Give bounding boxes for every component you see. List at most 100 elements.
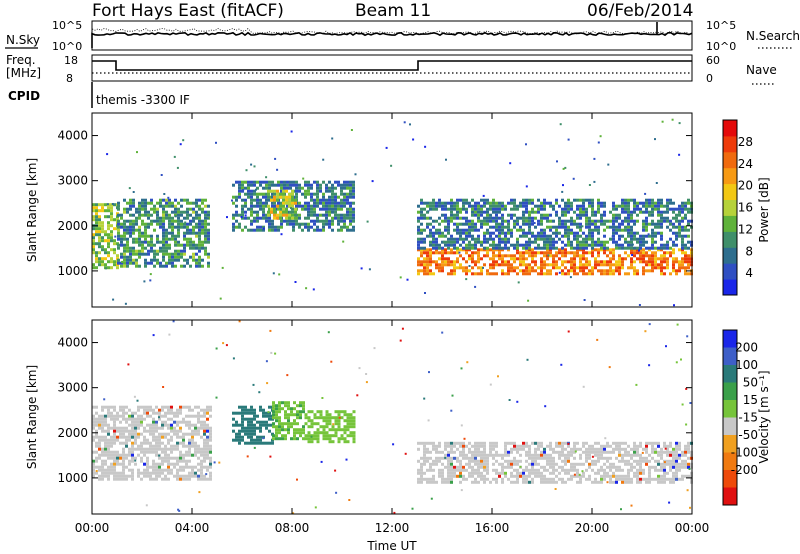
heatmap-cell: [138, 252, 141, 256]
heatmap-cell: [200, 477, 203, 481]
heatmap-cell: [672, 266, 675, 270]
heatmap-cell: [98, 468, 101, 472]
heatmap-cell: [238, 183, 241, 187]
heatmap-cell: [117, 207, 120, 211]
heatmap-cell: [594, 263, 597, 267]
heatmap-cell: [663, 441, 666, 445]
heatmap-cell: [334, 469, 337, 472]
heatmap-cell: [687, 240, 690, 244]
heatmap-cell: [174, 234, 177, 238]
heatmap-cell: [460, 489, 463, 492]
heatmap-cell: [537, 453, 540, 457]
heatmap-cell: [645, 198, 648, 202]
heatmap-cell: [588, 219, 591, 223]
heatmap-cell: [131, 414, 134, 418]
heatmap-cell: [630, 266, 633, 270]
heatmap-cell: [104, 263, 107, 267]
heatmap-cell: [468, 246, 471, 250]
heatmap-cell: [174, 258, 177, 262]
heatmap-cell: [265, 192, 268, 196]
heatmap-cell: [143, 408, 146, 412]
heatmap-cell: [480, 207, 483, 211]
heatmap-cell: [429, 243, 432, 247]
heatmap-cell: [594, 459, 597, 463]
heatmap-cell: [495, 204, 498, 208]
heatmap-cell: [672, 474, 675, 478]
heatmap-cell: [159, 261, 162, 265]
heatmap-cell: [675, 237, 678, 241]
heatmap-cell: [296, 478, 298, 481]
heatmap-cell: [143, 438, 146, 442]
heatmap-cell: [654, 441, 657, 445]
heatmap-cell: [639, 459, 642, 463]
heatmap-cell: [603, 246, 606, 250]
heatmap-cell: [492, 210, 495, 214]
heatmap-cell: [510, 234, 513, 238]
heatmap-cell: [92, 215, 95, 219]
heatmap-cell: [549, 240, 552, 244]
heatmap-cell: [117, 213, 120, 217]
heatmap-cell: [274, 225, 277, 229]
heatmap-cell: [256, 198, 259, 202]
heatmap-cell: [232, 195, 235, 199]
heatmap-cell: [555, 480, 558, 484]
heatmap-cell: [385, 146, 388, 149]
heatmap-cell: [276, 195, 279, 199]
heatmap-cell: [435, 204, 438, 208]
heatmap-cell: [165, 249, 168, 253]
heatmap-cell: [603, 234, 606, 238]
heatmap-cell: [642, 447, 645, 451]
heatmap-cell: [477, 462, 480, 466]
heatmap-cell: [495, 459, 498, 463]
heatmap-cell: [567, 138, 570, 141]
heatmap-cell: [591, 201, 594, 205]
heatmap-cell: [639, 260, 642, 264]
heatmap-cell: [171, 204, 174, 208]
heatmap-cell: [480, 471, 483, 475]
heatmap-cell: [343, 410, 347, 414]
heatmap-cell: [552, 450, 555, 454]
ytick-label: 2000: [57, 426, 88, 440]
heatmap-cell: [95, 242, 98, 246]
heatmap-cell: [274, 157, 277, 160]
heatmap-cell: [137, 435, 140, 439]
heatmap-cell: [247, 429, 250, 433]
heatmap-cell: [150, 219, 153, 223]
heatmap-cell: [687, 272, 690, 276]
heatmap-cell: [468, 201, 471, 205]
heatmap-cell: [262, 213, 265, 217]
heatmap-cell: [365, 373, 368, 375]
heatmap-cell: [276, 192, 279, 196]
heatmap-cell: [253, 204, 256, 208]
heatmap-cell: [627, 459, 630, 463]
heatmap-cell: [525, 198, 528, 202]
heatmap-cell: [170, 417, 173, 421]
heatmap-cell: [128, 429, 131, 433]
heatmap-cell: [465, 234, 468, 238]
heatmap-cell: [331, 434, 335, 438]
heatmap-cell: [129, 201, 132, 205]
heatmap-cell: [684, 266, 687, 270]
heatmap-cell: [546, 480, 549, 484]
heatmap-cell: [591, 248, 594, 252]
heatmap-cell: [116, 417, 119, 421]
heatmap-cell: [268, 216, 271, 220]
heatmap-cell: [612, 450, 615, 454]
heatmap-cell: [291, 195, 294, 199]
heatmap-cell: [471, 471, 474, 475]
heatmap-cell: [265, 426, 268, 430]
heatmap-cell: [191, 474, 194, 478]
heatmap-cell: [170, 456, 173, 460]
heatmap-cell: [310, 213, 313, 217]
heatmap-cell: [292, 180, 295, 184]
heatmap-cell: [633, 200, 636, 203]
heatmap-cell: [340, 434, 344, 438]
heatmap-cell: [492, 462, 495, 466]
heatmap-cell: [606, 481, 609, 484]
heatmap-cell: [483, 210, 486, 214]
heatmap-cell: [152, 411, 155, 415]
heatmap-cell: [480, 441, 483, 445]
heatmap-cell: [201, 225, 204, 229]
heatmap-cell: [423, 453, 426, 457]
heatmap-cell: [98, 435, 101, 439]
